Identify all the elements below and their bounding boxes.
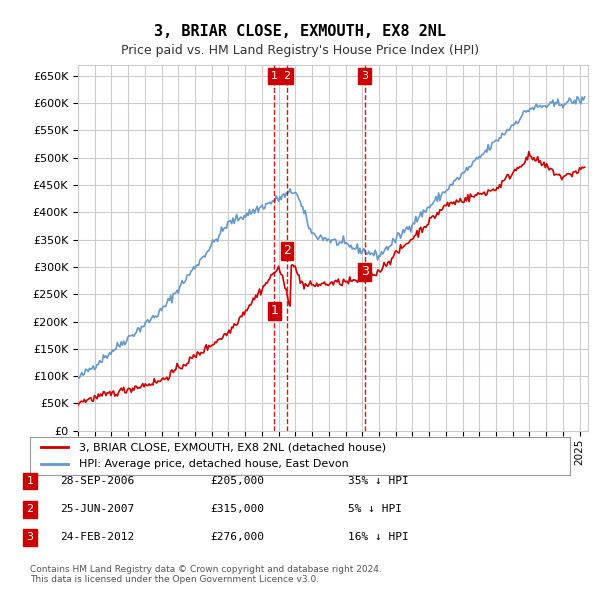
- Text: £315,000: £315,000: [210, 504, 264, 514]
- Text: 1: 1: [271, 71, 278, 81]
- Text: 16% ↓ HPI: 16% ↓ HPI: [348, 533, 409, 542]
- Text: 25-JUN-2007: 25-JUN-2007: [60, 504, 134, 514]
- Text: 28-SEP-2006: 28-SEP-2006: [60, 476, 134, 486]
- Text: 1: 1: [271, 304, 278, 317]
- Text: Price paid vs. HM Land Registry's House Price Index (HPI): Price paid vs. HM Land Registry's House …: [121, 44, 479, 57]
- Text: 3, BRIAR CLOSE, EXMOUTH, EX8 2NL: 3, BRIAR CLOSE, EXMOUTH, EX8 2NL: [154, 24, 446, 38]
- Text: £205,000: £205,000: [210, 476, 264, 486]
- Text: 3, BRIAR CLOSE, EXMOUTH, EX8 2NL (detached house): 3, BRIAR CLOSE, EXMOUTH, EX8 2NL (detach…: [79, 442, 386, 453]
- Text: 3: 3: [361, 266, 369, 278]
- Text: 5% ↓ HPI: 5% ↓ HPI: [348, 504, 402, 514]
- Text: Contains HM Land Registry data © Crown copyright and database right 2024.
This d: Contains HM Land Registry data © Crown c…: [30, 565, 382, 584]
- Text: £276,000: £276,000: [210, 533, 264, 542]
- Text: 35% ↓ HPI: 35% ↓ HPI: [348, 476, 409, 486]
- Text: 3: 3: [361, 71, 368, 81]
- Text: 3: 3: [26, 533, 34, 542]
- Text: 1: 1: [26, 476, 34, 486]
- Text: 24-FEB-2012: 24-FEB-2012: [60, 533, 134, 542]
- Text: 2: 2: [26, 504, 34, 514]
- Text: 2: 2: [283, 244, 291, 257]
- Text: 2: 2: [283, 71, 290, 81]
- Text: HPI: Average price, detached house, East Devon: HPI: Average price, detached house, East…: [79, 459, 349, 469]
